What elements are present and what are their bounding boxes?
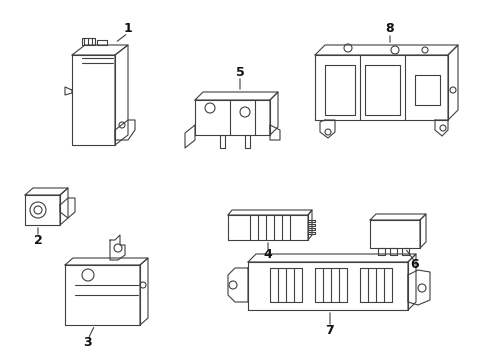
Text: 7: 7 — [325, 324, 334, 337]
Text: 2: 2 — [34, 234, 42, 247]
Text: 8: 8 — [385, 22, 393, 35]
Text: 6: 6 — [410, 258, 418, 271]
Text: 3: 3 — [83, 336, 92, 348]
Text: 1: 1 — [123, 22, 132, 35]
Text: 5: 5 — [235, 66, 244, 78]
Text: 4: 4 — [263, 248, 272, 261]
